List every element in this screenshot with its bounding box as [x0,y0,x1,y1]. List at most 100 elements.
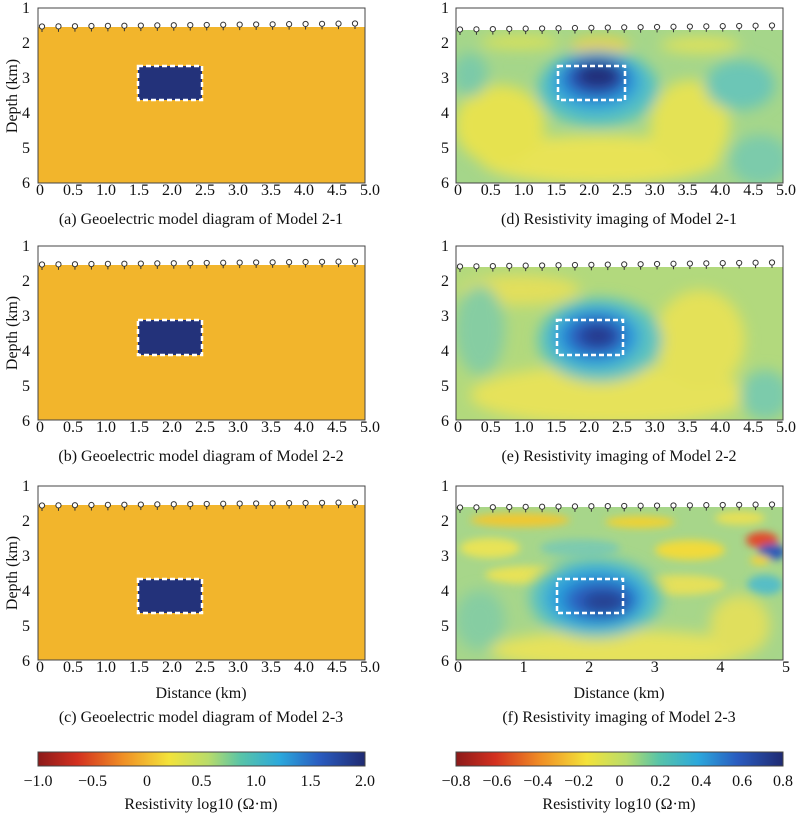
panel-f-frame [455,485,784,661]
electrode [38,502,46,509]
electrode [752,22,759,29]
y-tick: 2 [22,513,30,530]
x-tick: 1.0 [96,419,116,436]
x-tick: 0.5 [63,659,83,676]
panel-a-background-medium [38,27,365,183]
x-tick: 1.0 [514,419,534,436]
y-tick: 1 [441,478,449,495]
x-tick: 0 [36,182,44,199]
y-tick: 3 [22,308,30,325]
panel-c-caption: (c) Geoelectric model diagram of Model 2… [59,709,343,726]
panel-d-electrodes [456,22,776,35]
colorbar-left: −1.0 −0.5 0 0.5 1.0 1.5 2.0 Resistivity log10 … [23,751,375,813]
x-tick: 0 [36,659,44,676]
x-tick: 4.0 [710,419,730,436]
electrode [286,500,293,507]
electrode [318,258,326,265]
x-tick: 3.5 [678,419,698,436]
electrode [473,263,480,270]
x-tick: 0 [454,182,462,199]
electrode [351,499,359,506]
panel-a [37,7,366,184]
y-tick: 4 [441,343,449,360]
x-tick: 4.5 [327,419,347,436]
electrode [506,262,513,269]
electrode [686,260,693,267]
electrode [286,259,293,266]
panel-c-ylabel: Depth (km) [4,536,21,610]
x-tick: 1.0 [96,659,116,676]
panel-b-ylabel: Depth (km) [4,296,21,370]
electrode [489,504,496,511]
colorbar-left-gradient [37,751,366,767]
electrode [719,23,726,30]
colorbar-tick: −0.6 [482,773,511,790]
colorbar-tick: −0.8 [441,773,470,790]
y-tick-labels: 1 2 3 4 5 6 1 2 3 4 5 6 1 2 3 4 5 6 1 2 … [22,0,449,670]
x-tick: 2.5 [612,419,632,436]
y-tick: 1 [22,478,30,495]
electrode [588,503,595,510]
x-tick: 3.0 [645,182,665,199]
electrode [55,261,62,268]
x-tick: 2.5 [612,182,632,199]
panel-f [455,485,784,661]
x-tick: 4.5 [327,182,347,199]
x-tick: 2 [585,659,593,676]
electrode [653,23,661,31]
electrode [269,259,276,266]
y-tick: 2 [441,273,449,290]
panel-c-anomaly-outline [136,577,204,615]
electrode [71,502,79,509]
x-tick: 0 [36,419,44,436]
x-tick: 4.0 [294,419,314,436]
x-tick: 1.5 [129,659,149,676]
y-tick: 5 [441,140,449,157]
electrode [768,259,776,266]
x-tick: 1 [520,659,528,676]
x-tick: 5.0 [360,419,380,436]
panel-d-caption: (d) Resistivity imaging of Model 2-1 [501,211,737,228]
x-tick: 1.0 [96,182,116,199]
panel-e-frame [455,245,784,421]
y-tick: 2 [22,273,30,290]
electrode [121,260,128,267]
electrode [571,503,579,510]
electrode [88,22,95,30]
x-tick: 4.0 [294,659,314,676]
electrode [203,500,210,508]
colorbar-right-label: Resistivity log10 (Ω·m) [542,796,695,813]
electrode [335,499,342,506]
x-tick: 3.0 [228,419,248,436]
electrode [539,25,546,32]
panel-e-caption: (e) Resistivity imaging of Model 2-2 [501,448,736,465]
electrode [302,258,309,266]
y-tick: 3 [441,308,449,325]
electrode [719,501,726,509]
electrode [269,21,276,28]
x-tick: 3.0 [645,419,665,436]
y-tick: 5 [441,618,449,635]
electrode [38,23,46,30]
electrode [768,22,776,29]
y-tick: 3 [22,548,30,565]
x-tick: 5.0 [360,659,380,676]
x-tick: 3.0 [228,659,248,676]
panel-f-image [456,507,783,660]
electrode [621,502,628,510]
panel-f-true-block-outline [555,577,625,615]
electrode [736,501,743,508]
x-tick: 1.5 [546,419,566,436]
electrode [302,499,309,507]
electrode [104,501,111,508]
panel-d-true-block-outline [556,64,627,102]
panel-e-image [456,267,783,420]
electrode [187,500,194,508]
panel-b-anomaly-outline [136,318,204,357]
y-tick: 4 [22,583,30,600]
panel-e [455,245,784,421]
x-tick: 5 [782,659,790,676]
panel-f-caption: (f) Resistivity imaging of Model 2-3 [502,709,735,726]
electrode [571,24,579,32]
electrode [703,260,710,267]
